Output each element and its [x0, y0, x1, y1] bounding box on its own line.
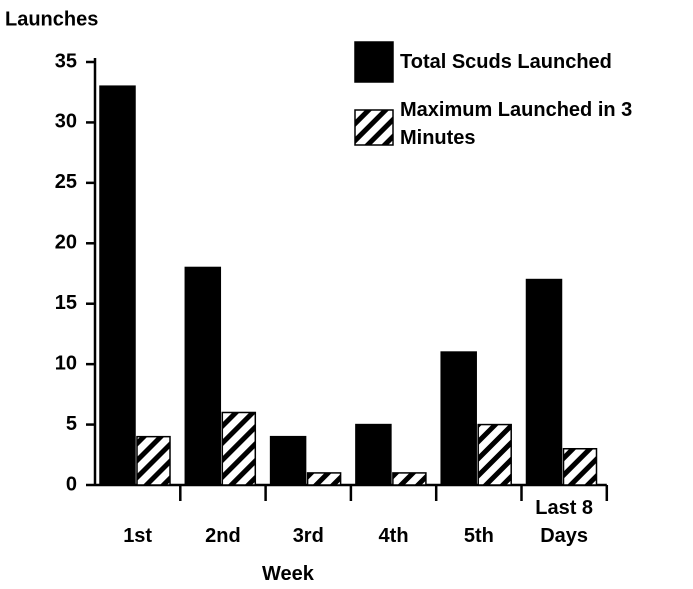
- y-tick-label: 5: [66, 413, 77, 435]
- bar: [136, 435, 171, 486]
- bar: [440, 351, 477, 486]
- bar: [184, 266, 222, 486]
- bar: [269, 435, 307, 486]
- legend-swatch: [354, 41, 394, 83]
- x-axis-label: Week: [262, 563, 314, 585]
- x-tick-label: 3rd: [292, 525, 324, 547]
- bar: [562, 447, 598, 486]
- y-axis-label: Launches: [5, 8, 98, 30]
- bar: [525, 278, 563, 486]
- bar: [477, 423, 512, 486]
- legend-swatch: [354, 109, 394, 146]
- y-tick-label: 15: [55, 292, 77, 314]
- y-tick-label: 25: [55, 171, 77, 193]
- y-tick-label: 20: [55, 232, 77, 254]
- y-tick-label: 30: [55, 111, 77, 133]
- bar: [306, 472, 342, 486]
- bar: [221, 411, 257, 486]
- y-tick-label: 10: [55, 352, 77, 374]
- x-tick-label: 5th: [463, 525, 494, 547]
- bar: [392, 472, 427, 486]
- y-tick-label: 35: [55, 50, 77, 72]
- x-tick-label: 1st: [123, 525, 153, 547]
- x-tick-label: Last 8 Days: [535, 497, 594, 547]
- legend-label: Maximum Launched in 3 Minutes: [400, 99, 633, 149]
- legend-label: Total Scuds Launched: [400, 51, 612, 73]
- bar: [99, 85, 136, 486]
- bar: [355, 423, 392, 486]
- x-tick-label: 2nd: [205, 525, 241, 547]
- y-tick-label: 0: [66, 473, 77, 495]
- x-tick-label: 4th: [378, 525, 409, 547]
